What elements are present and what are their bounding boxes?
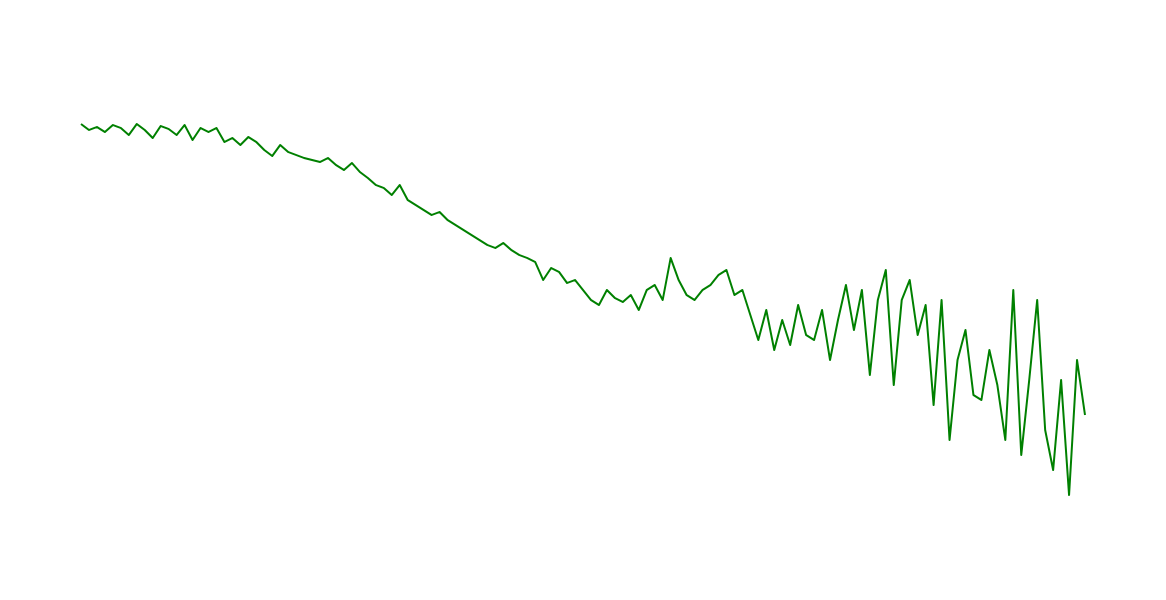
data-line — [80, 123, 1086, 496]
